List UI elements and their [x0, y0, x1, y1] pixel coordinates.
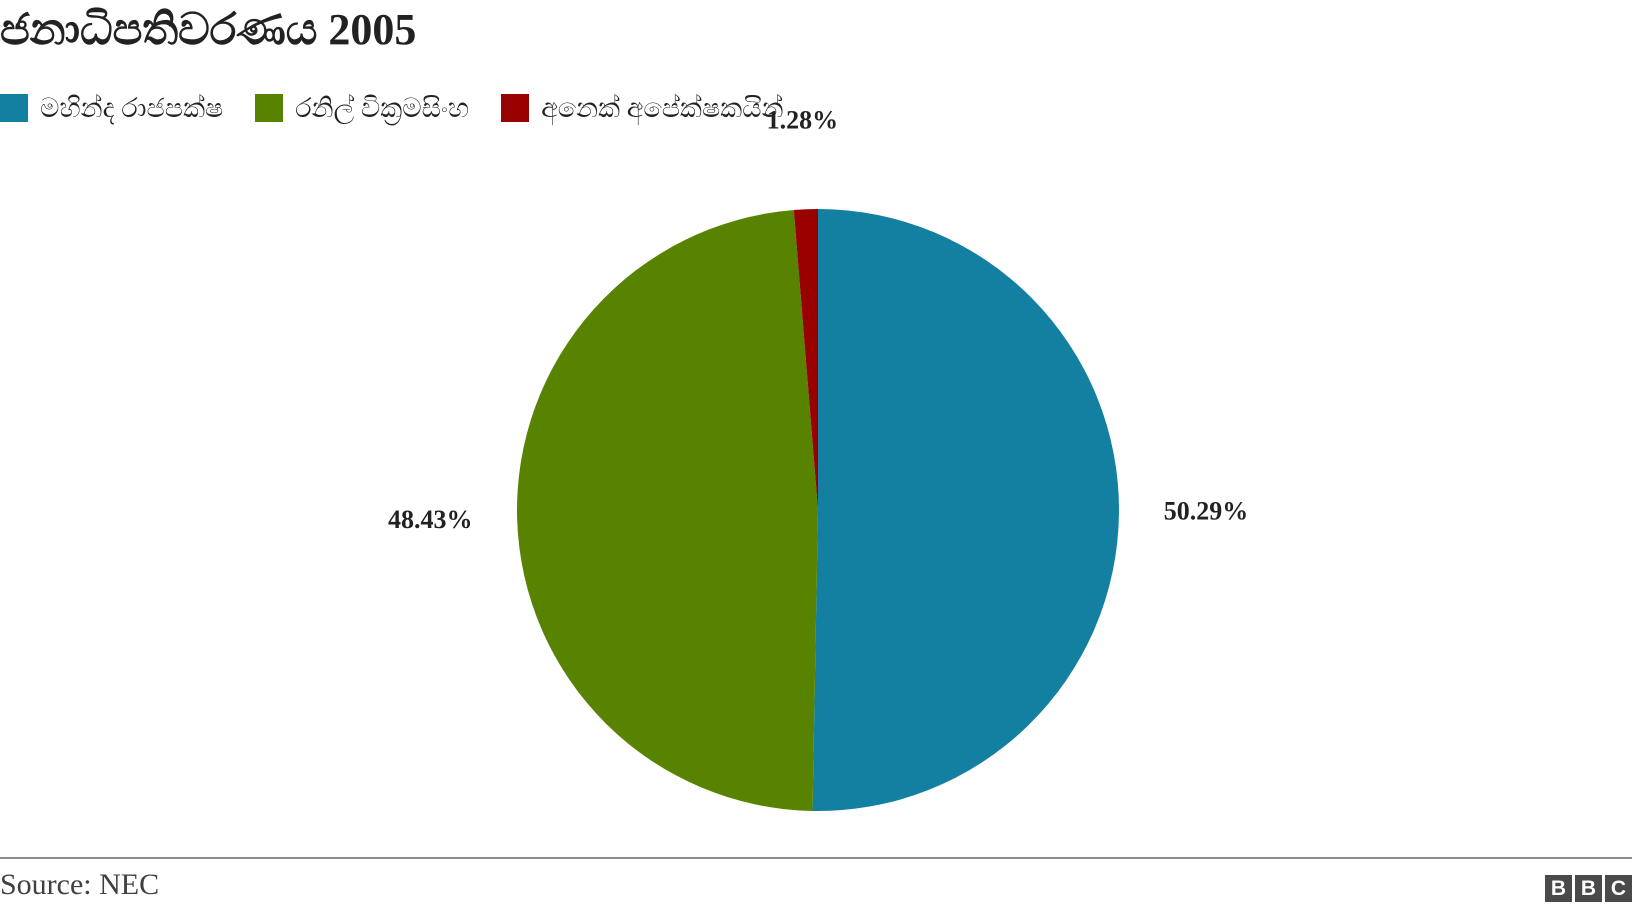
pie-chart: 50.29% 48.43% 1.28%	[388, 105, 1249, 811]
logo-block: C	[1605, 875, 1632, 902]
legend-item: රනිල් වික්‍රමසිංහ	[255, 90, 469, 126]
legend-label: අනෙක් අපේක්ෂකයින්	[541, 93, 784, 123]
slice-value-label: 50.29%	[1164, 497, 1249, 526]
bbc-logo: B B C	[1542, 875, 1632, 902]
slice-value-label: 48.43%	[388, 505, 473, 534]
source-note: Source: NEC	[0, 868, 160, 901]
pie-slice	[812, 209, 1120, 811]
legend-label: මහින්ද රාජපක්ෂ	[40, 93, 224, 123]
slice-value-label: 1.28%	[767, 105, 839, 134]
legend-label: රනිල් වික්‍රමසිංහ	[295, 93, 470, 123]
pie-slice	[517, 209, 818, 811]
chart-legend: මහින්ද රාජපක්ෂ රනිල් වික්‍රමසිංහ අනෙක් අ…	[0, 90, 816, 126]
logo-block: B	[1545, 875, 1572, 902]
legend-swatch	[501, 94, 530, 122]
legend-swatch	[0, 94, 28, 122]
chart-title: ජනාධිපතිවරණය 2005	[0, 5, 417, 54]
legend-item: අනෙක් අපේක්ෂකයින්	[501, 90, 784, 126]
legend-item: මහින්ද රාජපක්ෂ	[0, 90, 223, 126]
legend-swatch	[255, 94, 284, 122]
footer-divider	[0, 857, 1632, 859]
logo-block: B	[1575, 875, 1602, 902]
pie-slice	[793, 209, 818, 510]
